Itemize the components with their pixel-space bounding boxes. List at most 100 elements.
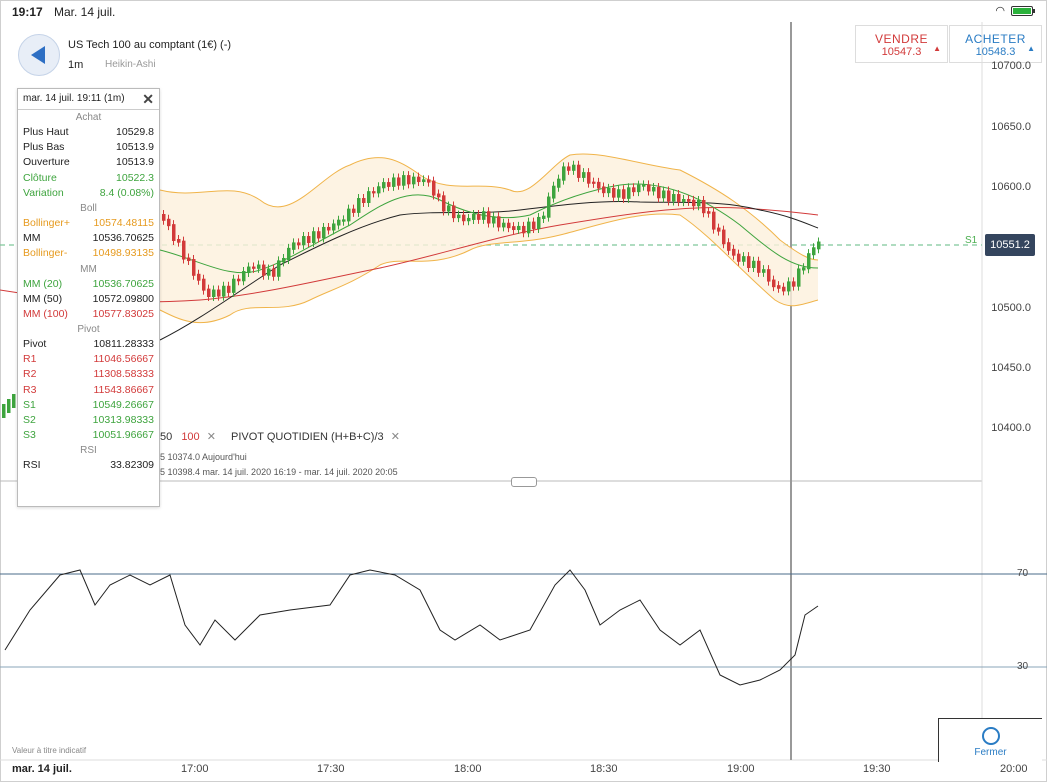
candle-body [627,187,631,199]
candle-body [422,179,426,183]
row-rsi: RSI 33.82309 [23,459,154,472]
candle-body [182,240,186,260]
candle-body [767,269,771,282]
candle-body [367,191,371,204]
candle-body [382,182,386,189]
close-chart-button[interactable]: Fermer [938,718,1042,762]
bollinger-lower [159,213,819,324]
row-s3: S3 10051.96667 [23,429,154,442]
candle-body [507,222,511,229]
row-mm50: MM (50) 10572.09800 [23,292,154,305]
legend-mm50: 50 [160,431,173,443]
candle-body [502,222,506,228]
close-chart-label: Fermer [974,747,1007,758]
row-s1: S1 10549.26667 [23,398,154,411]
candle-body [352,208,356,213]
candle-body [337,219,341,226]
disclaimer: Valeur à titre indicatif [12,746,87,755]
candle-body [532,221,536,229]
candle-body [742,256,746,262]
legend-line-3: 5 10398.4 mar. 14 juil. 2020 16:19 - mar… [160,467,398,477]
candle-body [592,181,596,184]
price-tick: 10600.0 [991,181,1031,193]
candle-body [447,205,451,212]
s1-level-label: S1 [965,235,978,246]
candle-body [202,278,206,291]
price-tick: 10450.0 [991,362,1031,374]
candle-body [252,266,256,269]
candle-body [387,182,391,187]
wifi-icon: ◠ [995,5,1005,17]
candle-body [657,186,661,199]
remove-icon[interactable]: ✕ [206,431,216,443]
candle-body [637,184,641,193]
time-tick: 18:30 [590,763,618,775]
candle-body [717,227,721,232]
buy-label: ACHETER [965,32,1026,46]
remove-icon[interactable]: ✕ [390,431,400,443]
section-mm: MM [80,263,97,275]
buy-button[interactable]: ACHETER 10548.3 ▲ [949,25,1042,63]
candle-body [622,189,626,199]
candle-body [652,186,656,192]
candle-body [517,225,521,231]
candle-body [417,176,421,183]
time-tick: 19:00 [727,763,755,775]
date-label: mar. 14 juil. [12,763,72,775]
candle-body [752,260,756,269]
candle-body [217,289,221,297]
candle-body [212,289,216,298]
candle-body [342,219,346,222]
data-window: mar. 14 juil. 19:11 (1m) ✕ Achat Plus Ha… [17,88,160,507]
candle-body [597,181,601,189]
battery-icon [1011,5,1035,16]
candle-body [562,166,566,181]
section-pivot: Pivot [77,324,100,336]
candle-body [817,241,821,250]
current-price-tag: 10551.2 [985,234,1035,256]
candle-body [472,213,476,220]
candle-body [402,175,406,186]
candle-body [807,253,811,270]
candle-body [492,216,496,224]
timeframe-selector[interactable]: 1m [68,59,84,71]
candle-body [282,257,286,263]
candle-body [782,286,786,292]
price-tick: 10650.0 [991,121,1031,133]
candle-body [227,285,231,293]
candle-body [372,191,376,194]
instrument-name: US Tech 100 au comptant (1€) (-) [68,39,232,51]
row-mm20: MM (20) 10536.70625 [23,277,154,290]
data-window-title: mar. 14 juil. 19:11 (1m) [18,89,159,110]
candle-body [237,278,241,282]
candle-body [327,226,331,231]
candle-body [167,218,171,227]
back-button[interactable] [18,34,60,76]
row-plus-bas: Plus Bas 10513.9 [23,141,154,154]
sell-label: VENDRE [874,32,928,46]
candle-body [577,164,581,178]
candle-body [777,285,781,289]
sell-button[interactable]: VENDRE 10547.3 ▲ [855,25,948,63]
buy-price: 10548.3 [975,46,1016,58]
candle-body [772,279,776,288]
rsi-level-70: 70 [1017,568,1029,579]
candle-body [297,242,301,246]
close-icon[interactable]: ✕ [142,91,154,107]
panel-resize-handle[interactable] [511,477,537,487]
bollinger-band [160,153,818,323]
candle-body [467,217,471,222]
row-r3: R3 11543.86667 [23,383,154,396]
price-tick: 10400.0 [991,422,1031,434]
candle-body [487,211,491,224]
candle-body [302,236,306,246]
candle-body [542,215,546,219]
candle-body [317,231,321,239]
candle-body [677,194,681,203]
chart-type-selector[interactable]: Heikin-Ashi [105,59,156,70]
candle-body [457,214,461,219]
candle-body [567,166,571,171]
candle-body [392,177,396,187]
rsi-level-30: 30 [1017,661,1029,672]
